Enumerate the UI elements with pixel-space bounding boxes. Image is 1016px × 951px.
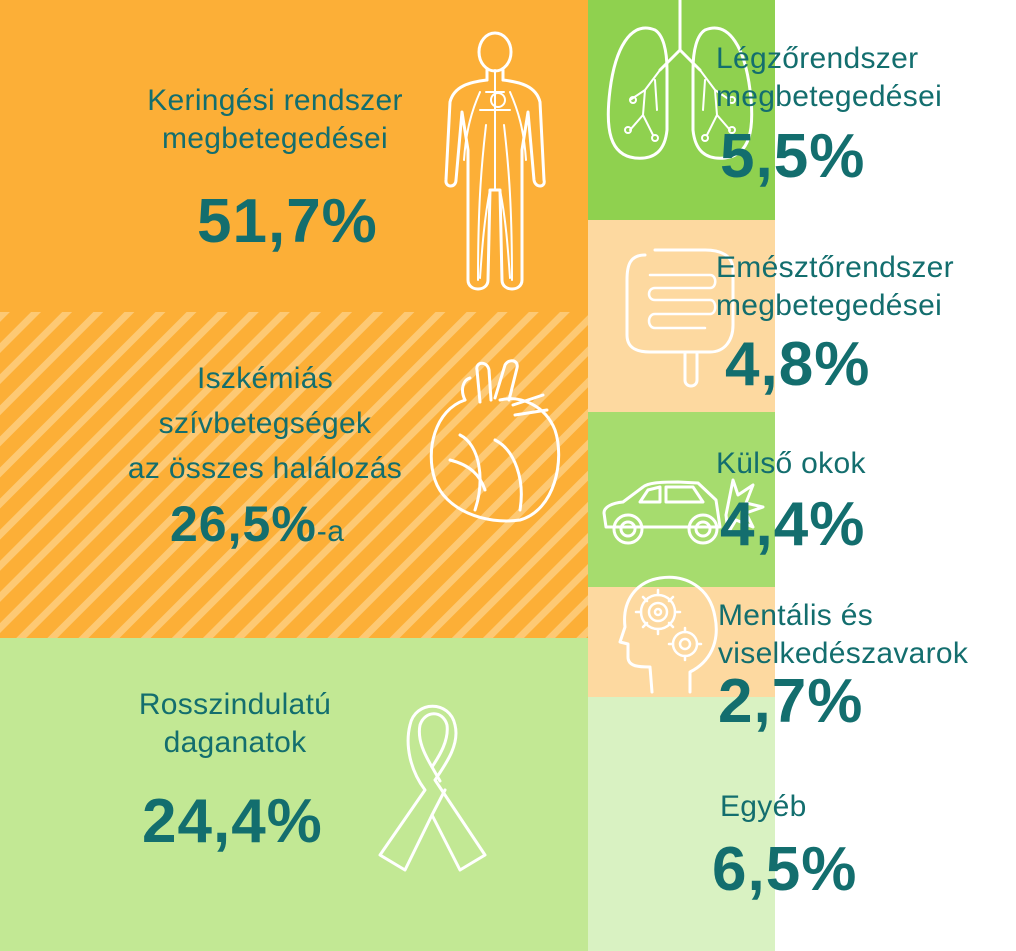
human-circulatory-system-icon bbox=[444, 31, 546, 291]
ischemic-striped-block bbox=[0, 312, 588, 638]
circulatory-value: 51,7% bbox=[197, 187, 378, 256]
respiratory-value: 5,5% bbox=[720, 122, 866, 191]
head-gears-icon bbox=[618, 575, 718, 694]
external-causes-block bbox=[588, 412, 775, 587]
intestines-icon bbox=[625, 248, 735, 388]
digestive-value: 4,8% bbox=[725, 330, 871, 399]
circulatory-label-line1: Keringési rendszer bbox=[147, 84, 403, 117]
circulatory-block bbox=[0, 0, 588, 312]
ribbon-icon bbox=[378, 704, 487, 872]
ischemic-label-line3: az összes halálozás bbox=[127, 452, 403, 485]
respiratory-label: Légzőrendszer megbetegedései bbox=[716, 40, 1006, 116]
cancer-label-line1: Rosszindulatú bbox=[138, 688, 332, 721]
cancer-value: 24,4% bbox=[142, 787, 323, 856]
cancer-block bbox=[0, 638, 588, 951]
ischemic-label-line1: Iszkémiás bbox=[196, 362, 334, 395]
digestive-label-line2: megbetegedései bbox=[716, 289, 943, 322]
mental-label: Mentális és viselkedészavarok bbox=[718, 597, 1016, 673]
mental-value: 2,7% bbox=[718, 667, 864, 736]
car-crash-icon bbox=[602, 478, 765, 545]
ischemic-value-suffix: -a bbox=[316, 515, 345, 548]
ischemic-label: Iszkémiás szívbetegségek az összes halál… bbox=[100, 356, 430, 491]
circulatory-label: Keringési rendszer megbetegedései bbox=[100, 82, 450, 158]
cancer-label: Rosszindulatú daganatok bbox=[95, 686, 375, 762]
respiratory-label-line1: Légzőrendszer bbox=[716, 42, 919, 75]
digestive-block bbox=[588, 220, 775, 412]
ischemic-value: 26,5% bbox=[170, 496, 317, 552]
external-causes-value: 4,4% bbox=[720, 490, 866, 559]
mental-label-line2: viselkedészavarok bbox=[718, 637, 969, 670]
other-label: Egyéb bbox=[720, 790, 807, 823]
other-block bbox=[588, 697, 775, 951]
respiratory-label-line2: megbetegedései bbox=[716, 80, 943, 113]
ischemic-value-row: 26,5%-a bbox=[170, 497, 344, 559]
heart-icon bbox=[429, 359, 561, 523]
other-value: 6,5% bbox=[712, 835, 858, 904]
mental-label-line1: Mentális és bbox=[718, 599, 874, 632]
circulatory-label-line2: megbetegedései bbox=[161, 122, 389, 155]
cancer-label-line2: daganatok bbox=[163, 726, 307, 759]
digestive-label: Emésztőrendszer megbetegedései bbox=[716, 249, 1006, 325]
lungs-icon bbox=[606, 0, 754, 160]
ischemic-label-line2: szívbetegségek bbox=[158, 407, 372, 440]
external-causes-label: Külső okok bbox=[716, 447, 866, 480]
digestive-label-line1: Emésztőrendszer bbox=[716, 251, 954, 284]
